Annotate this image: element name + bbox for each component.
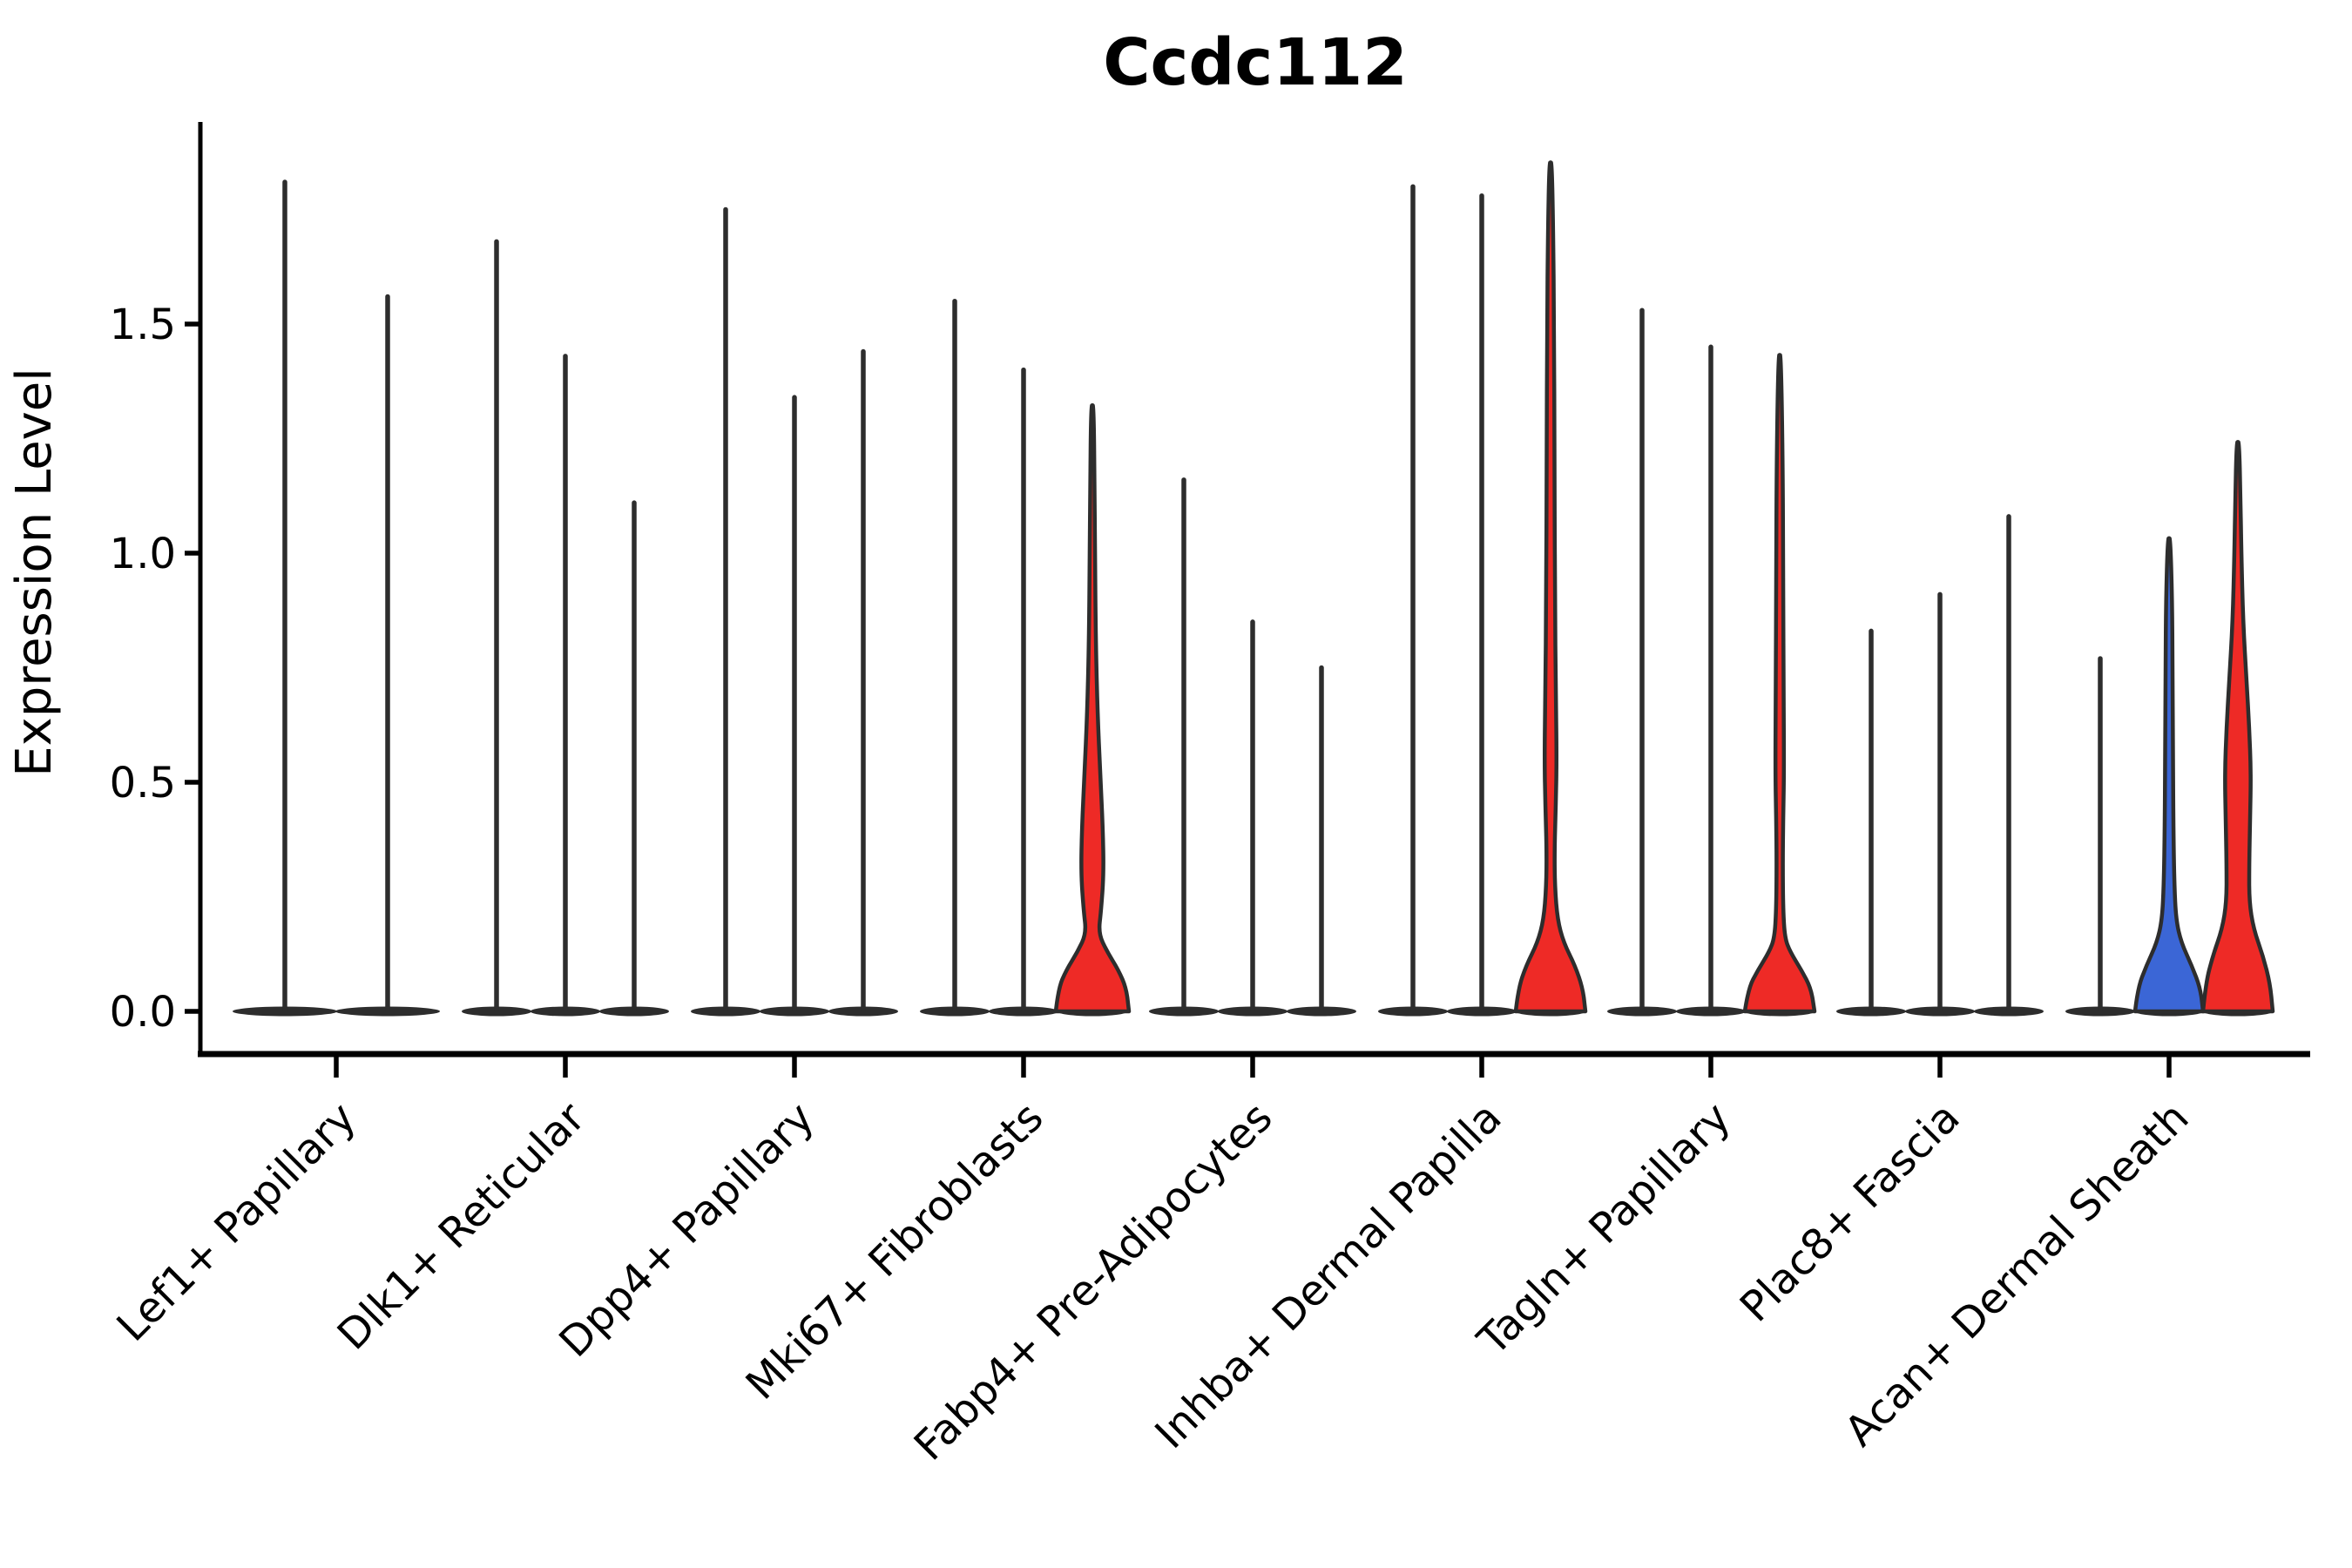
violins-layer — [233, 160, 2275, 1017]
violin-body-red — [2200, 440, 2275, 1014]
x-tick-label: Plac8+ Fascia — [1731, 1093, 1970, 1332]
violin-body-red — [1742, 353, 1817, 1014]
x-tick-label: Dpp4+ Papillary — [550, 1093, 823, 1367]
y-tick-label: 0.0 — [110, 988, 176, 1037]
y-tick-label: 0.5 — [110, 759, 176, 808]
y-tick-label: 1.0 — [110, 530, 176, 578]
x-tick-label: Lef1+ Papillary — [108, 1093, 366, 1351]
violin-body-blue — [2132, 536, 2206, 1014]
violin-body-red — [1513, 160, 1588, 1014]
chart-title: Ccdc112 — [1103, 25, 1407, 100]
x-tick-label: Dlk1+ Reticular — [328, 1093, 595, 1360]
y-ticks-layer: 0.0 0.5 1.0 1.5 — [110, 301, 200, 1037]
y-tick-label: 1.5 — [110, 301, 176, 349]
x-tick-label: Tagln+ Papillary — [1468, 1093, 1740, 1365]
axes-layer — [198, 122, 2310, 1058]
y-axis-label: Expression Level — [6, 368, 63, 777]
violin-body-red — [1053, 402, 1132, 1014]
